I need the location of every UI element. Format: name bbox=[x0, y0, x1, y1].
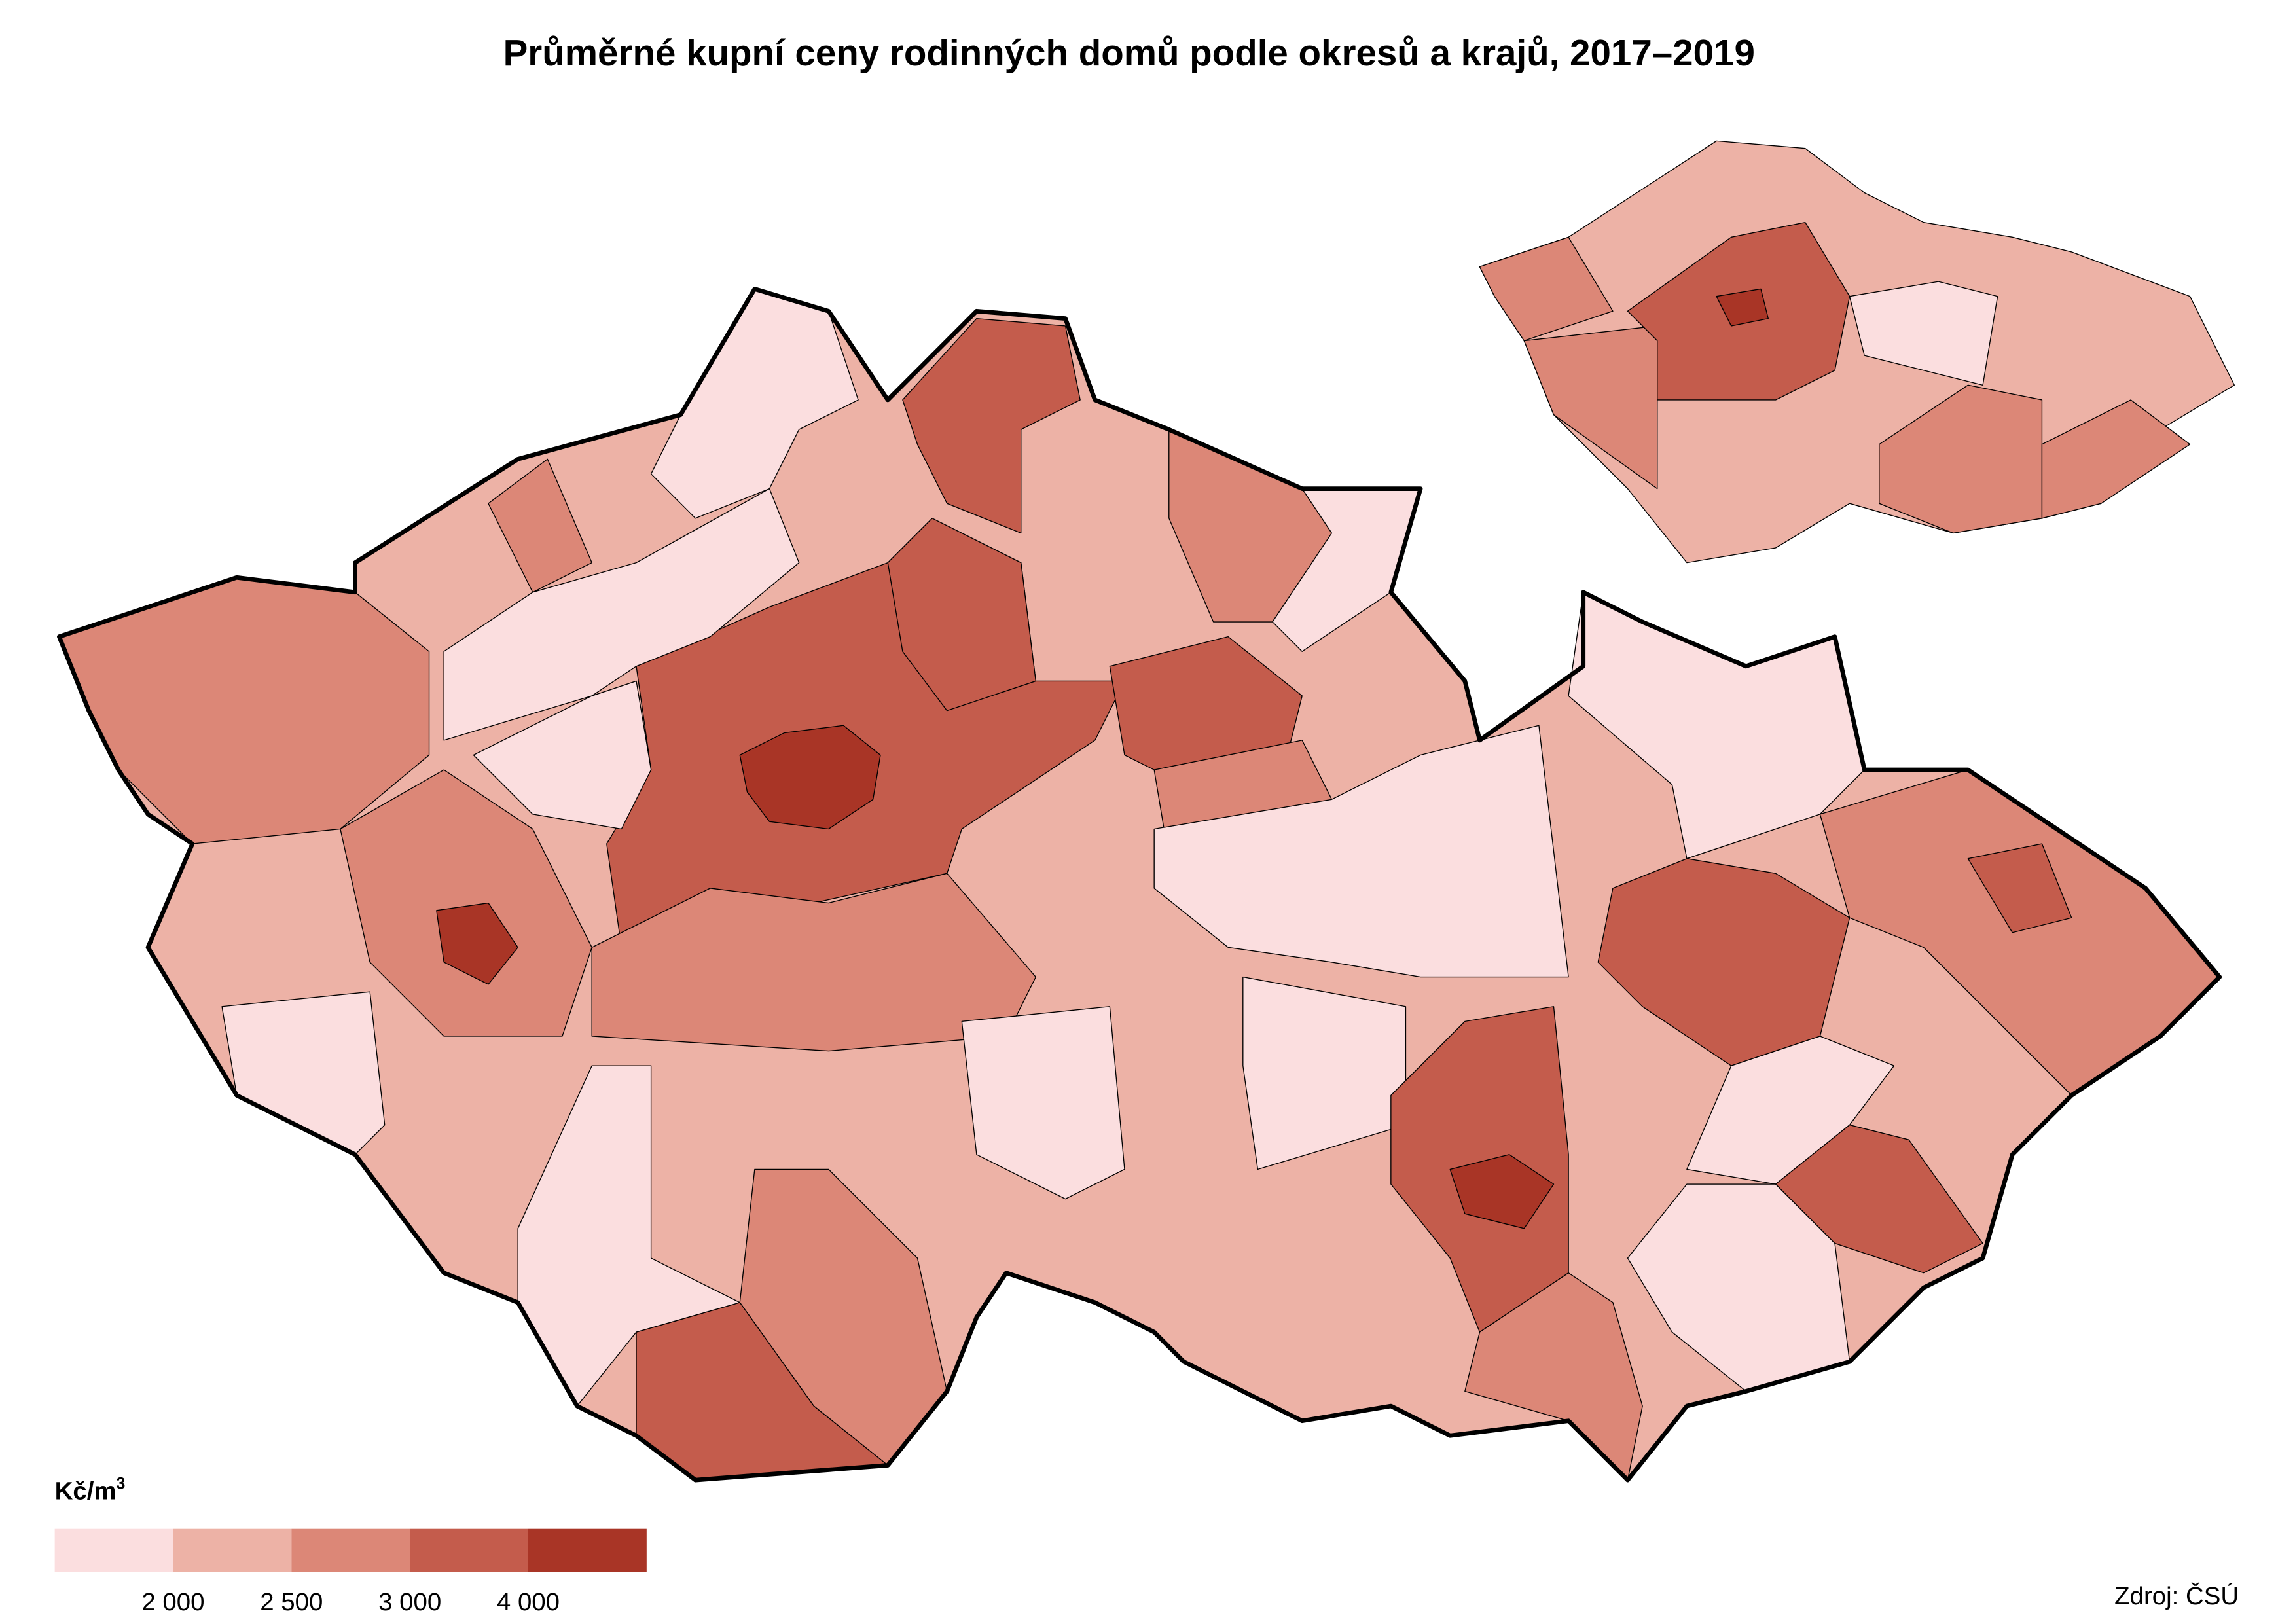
legend-swatch bbox=[54, 1528, 173, 1572]
district bbox=[591, 873, 1037, 1052]
legend-swatch bbox=[291, 1528, 410, 1572]
region bbox=[1849, 281, 1998, 386]
region bbox=[1716, 288, 1769, 327]
legend-swatch bbox=[173, 1528, 292, 1572]
region bbox=[1523, 325, 1658, 490]
district bbox=[1464, 1272, 1643, 1481]
legend-swatch bbox=[410, 1528, 528, 1572]
source: Zdroj: ČSÚ bbox=[2114, 1581, 2239, 1610]
district bbox=[340, 769, 592, 1037]
legend-tick-label: 2 500 bbox=[260, 1588, 323, 1616]
legend-tick-label: 4 000 bbox=[497, 1588, 560, 1616]
district bbox=[436, 902, 518, 985]
district bbox=[1449, 1154, 1555, 1229]
district bbox=[443, 488, 800, 741]
region bbox=[2041, 399, 2191, 519]
country-border bbox=[57, 287, 2222, 1483]
district bbox=[902, 317, 1081, 534]
main-map bbox=[57, 287, 2222, 1483]
inset-map bbox=[1479, 140, 2235, 564]
title: Průměrné kupní ceny rodinných domů podle… bbox=[503, 32, 1755, 73]
district bbox=[961, 1006, 1125, 1200]
district bbox=[221, 991, 386, 1155]
legend-unit: Kč/m3 bbox=[55, 1475, 126, 1506]
legend-tick-label: 3 000 bbox=[378, 1588, 441, 1616]
district bbox=[1775, 1124, 1983, 1274]
legend-swatch bbox=[528, 1528, 647, 1572]
legend-unit-text: Kč/m bbox=[55, 1477, 117, 1505]
region bbox=[1479, 236, 1614, 342]
legend-unit-superscript: 3 bbox=[117, 1475, 126, 1493]
district bbox=[1967, 843, 2072, 933]
district bbox=[473, 680, 652, 830]
district bbox=[1153, 725, 1569, 978]
district bbox=[887, 518, 1037, 712]
district bbox=[1242, 976, 1407, 1170]
legend: 2 000 2 500 3 000 4 000 bbox=[54, 1528, 647, 1616]
district bbox=[739, 725, 881, 830]
district bbox=[488, 458, 592, 593]
legend-tick-label: 2 000 bbox=[141, 1588, 204, 1616]
